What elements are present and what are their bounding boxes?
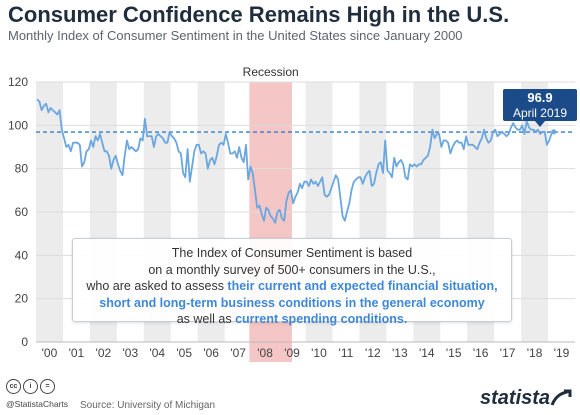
callout-date: April 2019	[512, 106, 568, 120]
attribution-icon[interactable]: i	[23, 379, 38, 394]
x-tick-label: '02	[96, 346, 112, 360]
annotation-highlight: current spending conditions.	[235, 312, 408, 326]
x-tick-label: '01	[69, 346, 85, 360]
cc-icon[interactable]: cc	[6, 379, 21, 394]
x-tick-label: '04	[149, 346, 165, 360]
y-tick-label: 0	[21, 335, 28, 349]
annotation-line-1: The Index of Consumer Sentiment is based	[171, 246, 413, 260]
y-tick-label: 20	[15, 292, 29, 306]
y-tick-label: 80	[15, 162, 29, 176]
y-axis-labels: 0 20 40 60 80 100 120	[8, 75, 28, 349]
x-tick-label: '16	[473, 346, 489, 360]
x-tick-label: '15	[446, 346, 462, 360]
x-tick-label: '07	[230, 346, 246, 360]
x-tick-label: '17	[500, 346, 516, 360]
annotation-line-4: short and long-term business conditions …	[99, 295, 485, 310]
y-tick-label: 60	[15, 205, 29, 219]
x-tick-label: '18	[527, 346, 543, 360]
latest-point	[551, 129, 557, 135]
chart-title: Consumer Confidence Remains High in the …	[8, 2, 510, 27]
x-tick-label: '19	[554, 346, 570, 360]
y-tick-label: 120	[8, 75, 28, 89]
x-tick-label: '12	[365, 346, 381, 360]
x-axis-labels: '00 '01 '02 '03 '04 '05 '06 '07 '08 '09 '10 '11 '12 '…	[42, 346, 570, 360]
sentiment-series-line	[36, 98, 555, 224]
callout-value: 96.9	[527, 90, 553, 105]
annotation-box: The Index of Consumer Sentiment is based…	[72, 238, 512, 326]
annotation-text: as well as	[176, 312, 236, 326]
y-tick-label: 40	[15, 248, 29, 262]
no-derivatives-icon[interactable]: =	[40, 379, 55, 394]
annotation-line-3: who are asked to assess their current an…	[73, 278, 511, 295]
license-icons: cc i =	[6, 379, 55, 394]
x-tick-label: '05	[176, 346, 192, 360]
y-tick-label: 100	[8, 118, 28, 132]
annotation-line-5: as well as current spending conditions.	[73, 311, 511, 328]
x-tick-label: '11	[339, 346, 354, 360]
statista-logo[interactable]: statista	[480, 387, 551, 409]
x-tick-label: '09	[284, 346, 300, 360]
x-tick-label: '00	[42, 346, 58, 360]
x-tick-label: '14	[419, 346, 435, 360]
twitter-handle[interactable]: @StatistaCharts	[6, 399, 69, 409]
source-label: Source: University of Michigan	[80, 400, 216, 411]
x-tick-label: '10	[311, 346, 327, 360]
x-tick-label: '08	[257, 346, 273, 360]
x-tick-label: '06	[203, 346, 219, 360]
annotation-line-2: on a monthly survey of 500+ consumers in…	[148, 262, 436, 277]
x-tick-label: '03	[123, 346, 139, 360]
annotation-highlight: their current and expected financial sit…	[227, 279, 498, 293]
annotation-text: who are asked to assess	[86, 279, 228, 293]
statista-logo-icon	[550, 389, 572, 406]
latest-value-callout: 96.9 April 2019	[503, 89, 577, 127]
recession-label: Recession	[243, 65, 299, 79]
footer: cc i = @StatistaCharts Source: Universit…	[0, 373, 580, 415]
x-tick-label: '13	[392, 346, 408, 360]
chart-subtitle: Monthly Index of Consumer Sentiment in t…	[8, 28, 463, 43]
